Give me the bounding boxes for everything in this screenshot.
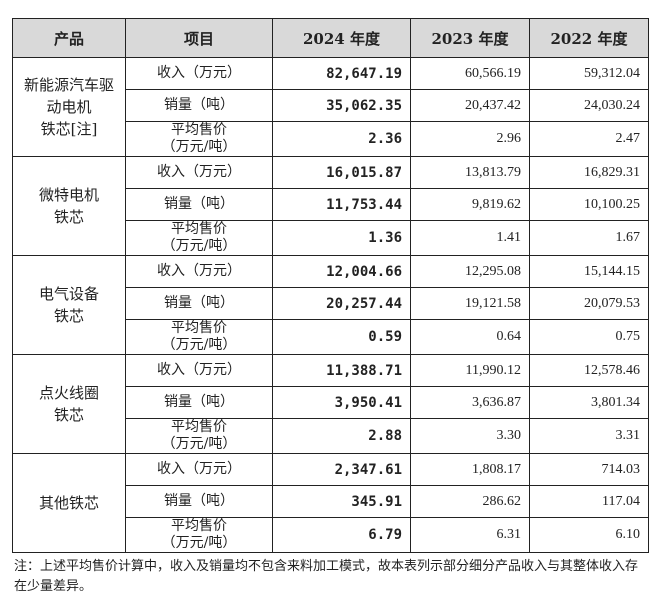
value-cell: 12,004.66 xyxy=(272,255,411,288)
value-cell: 20,257.44 xyxy=(272,287,411,320)
value-cell: 3.30 xyxy=(410,418,530,454)
item-label: 销量（吨） xyxy=(125,188,273,221)
item-label: 收入（万元） xyxy=(125,255,273,288)
table-row: 销量（吨） 20,257.44 19,121.58 20,079.53 xyxy=(13,287,649,320)
value-cell: 0.59 xyxy=(272,319,411,355)
item-label: 平均售价 （万元/吨） xyxy=(125,418,273,454)
value-cell: 20,079.53 xyxy=(529,287,649,320)
value-cell: 0.75 xyxy=(529,319,649,355)
value-cell: 3,950.41 xyxy=(272,386,411,419)
table-row: 销量（吨） 345.91 286.62 117.04 xyxy=(13,485,649,518)
value-cell: 2.36 xyxy=(272,121,411,157)
header-2024: 2024 年度 xyxy=(272,18,411,58)
item-label-line2: （万元/吨） xyxy=(161,139,237,155)
value-cell: 82,647.19 xyxy=(272,57,411,90)
product-name: 微特电机铁芯微特电机铁芯 xyxy=(12,156,126,256)
table-row: 销量（吨） 3,950.41 3,636.87 3,801.34 xyxy=(13,386,649,419)
value-cell: 10,100.25 xyxy=(529,188,649,221)
value-cell: 59,312.04 xyxy=(529,57,649,90)
item-label-line2: （万元/吨） xyxy=(161,436,237,452)
item-label-line1: 平均售价 xyxy=(171,419,227,435)
value-cell: 6.31 xyxy=(410,517,530,553)
value-cell: 9,819.62 xyxy=(410,188,530,221)
value-cell: 15,144.15 xyxy=(529,255,649,288)
item-label-line1: 平均售价 xyxy=(171,320,227,336)
item-label: 收入（万元） xyxy=(125,354,273,387)
value-cell: 6.10 xyxy=(529,517,649,553)
item-label-line2: （万元/吨） xyxy=(161,535,237,551)
value-cell: 11,990.12 xyxy=(410,354,530,387)
product-name: 点火线圈铁芯点火线圈铁芯 xyxy=(12,354,126,454)
value-cell: 714.03 xyxy=(529,453,649,486)
item-label: 销量（吨） xyxy=(125,287,273,320)
item-label: 收入（万元） xyxy=(125,156,273,189)
item-label: 销量（吨） xyxy=(125,386,273,419)
header-item: 项目 xyxy=(125,18,273,58)
item-label: 收入（万元） xyxy=(125,453,273,486)
item-label: 平均售价 （万元/吨） xyxy=(125,517,273,553)
value-cell: 11,388.71 xyxy=(272,354,411,387)
value-cell: 12,295.08 xyxy=(410,255,530,288)
value-cell: 3.31 xyxy=(529,418,649,454)
value-cell: 2.96 xyxy=(410,121,530,157)
value-cell: 2.88 xyxy=(272,418,411,454)
table-row: 电气设备铁芯电气设备铁芯收入（万元）12,004.6612,295.0815,1… xyxy=(12,255,649,355)
footnote: 注：上述平均售价计算中，收入及销量均不包含来料加工模式，故本表列示部分细分产品收… xyxy=(14,559,639,594)
value-cell: 1,808.17 xyxy=(410,453,530,486)
value-cell: 1.67 xyxy=(529,220,649,256)
value-cell: 20,437.42 xyxy=(410,89,530,122)
table-row: 平均售价 （万元/吨） 2.36 2.96 2.47 xyxy=(13,121,649,157)
item-label: 销量（吨） xyxy=(125,89,273,122)
item-label: 平均售价 （万元/吨） xyxy=(125,319,273,355)
item-label: 平均售价 （万元/吨） xyxy=(125,121,273,157)
item-label: 销量（吨） xyxy=(125,485,273,518)
product-sales-table: 产品 项目 2024 年度 2023 年度 2022 年度 新能源汽车驱 动电机铁… xyxy=(12,18,649,553)
value-cell: 12,578.46 xyxy=(529,354,649,387)
value-cell: 6.79 xyxy=(272,517,411,553)
value-cell: 2.47 xyxy=(529,121,649,157)
header-2022: 2022 年度 xyxy=(529,18,649,58)
header-product: 产品 xyxy=(12,18,126,58)
value-cell: 19,121.58 xyxy=(410,287,530,320)
item-label-line1: 平均售价 xyxy=(171,221,227,237)
item-label: 收入（万元） xyxy=(125,57,273,90)
item-label-line2: （万元/吨） xyxy=(161,337,237,353)
item-label: 平均售价 （万元/吨） xyxy=(125,220,273,256)
item-label-line2: （万元/吨） xyxy=(161,238,237,254)
table-row: 销量（吨） 35,062.35 20,437.42 24,030.24 xyxy=(13,89,649,122)
value-cell: 1.41 xyxy=(410,220,530,256)
value-cell: 16,829.31 xyxy=(529,156,649,189)
value-cell: 0.64 xyxy=(410,319,530,355)
item-label-line1: 平均售价 xyxy=(171,518,227,534)
header-2023: 2023 年度 xyxy=(410,18,530,58)
value-cell: 2,347.61 xyxy=(272,453,411,486)
value-cell: 16,015.87 xyxy=(272,156,411,189)
value-cell: 345.91 xyxy=(272,485,411,518)
value-cell: 117.04 xyxy=(529,485,649,518)
value-cell: 24,030.24 xyxy=(529,89,649,122)
value-cell: 60,566.19 xyxy=(410,57,530,90)
value-cell: 3,801.34 xyxy=(529,386,649,419)
product-name: 其他铁芯其他铁芯 xyxy=(12,453,126,553)
product-name: 电气设备铁芯电气设备铁芯 xyxy=(12,255,126,355)
value-cell: 3,636.87 xyxy=(410,386,530,419)
header-row: 产品 项目 2024 年度 2023 年度 2022 年度 xyxy=(12,18,649,58)
value-cell: 1.36 xyxy=(272,220,411,256)
table-row: 新能源汽车驱动电机铁芯[注]新能源汽车驱动电机铁芯[注]收入（万元）82,647… xyxy=(12,57,649,157)
table-row: 微特电机铁芯微特电机铁芯收入（万元）16,015.8713,813.7916,8… xyxy=(12,156,649,256)
value-cell: 11,753.44 xyxy=(272,188,411,221)
table-row: 平均售价 （万元/吨） 6.79 6.31 6.10 xyxy=(13,517,649,553)
table-row: 点火线圈铁芯点火线圈铁芯收入（万元）11,388.7111,990.1212,5… xyxy=(12,354,649,454)
value-cell: 286.62 xyxy=(410,485,530,518)
value-cell: 13,813.79 xyxy=(410,156,530,189)
item-label-line1: 平均售价 xyxy=(171,122,227,138)
value-cell: 35,062.35 xyxy=(272,89,411,122)
